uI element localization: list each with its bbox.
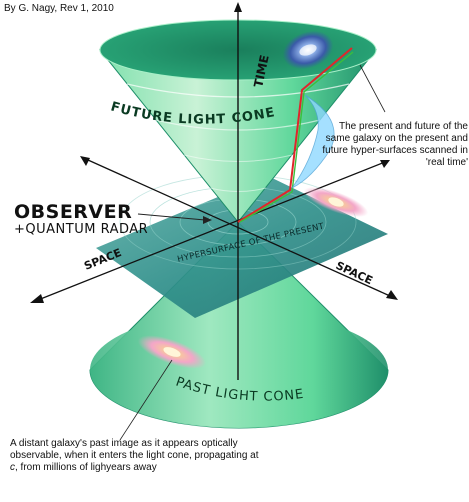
observer-pointer <box>137 213 206 221</box>
note-pointer-right <box>359 64 386 113</box>
note-pointer-bottom <box>119 359 173 441</box>
past-image-note: A distant galaxy's past image as it appe… <box>10 438 260 474</box>
speed-of-light-symbol: c <box>10 462 15 473</box>
time-axis-label: TIME <box>251 54 272 89</box>
space-axis-left <box>30 161 386 303</box>
galaxy-icon <box>282 30 334 70</box>
observer-title: OBSERVER <box>14 201 133 223</box>
space-axis-label-right: SPACE <box>334 259 375 287</box>
scanned-hypersurface <box>291 94 335 189</box>
past-image-note-text-1: A distant galaxy's past image as it appe… <box>10 438 259 461</box>
present-future-note: The present and future of the same galax… <box>322 121 468 168</box>
galaxy-icon <box>303 187 369 217</box>
galaxy-icon <box>137 335 207 369</box>
galaxy-worldline <box>237 47 354 223</box>
past-image-note-text-2: , from millions of lighyears away <box>15 462 157 473</box>
space-axis-right <box>80 156 398 300</box>
observer-label: OBSERVER +QUANTUM RADAR <box>14 202 148 238</box>
quantum-radar-label: +QUANTUM RADAR <box>14 222 149 237</box>
credit-line: By G. Nagy, Rev 1, 2010 <box>4 3 114 14</box>
time-axis <box>234 2 242 380</box>
